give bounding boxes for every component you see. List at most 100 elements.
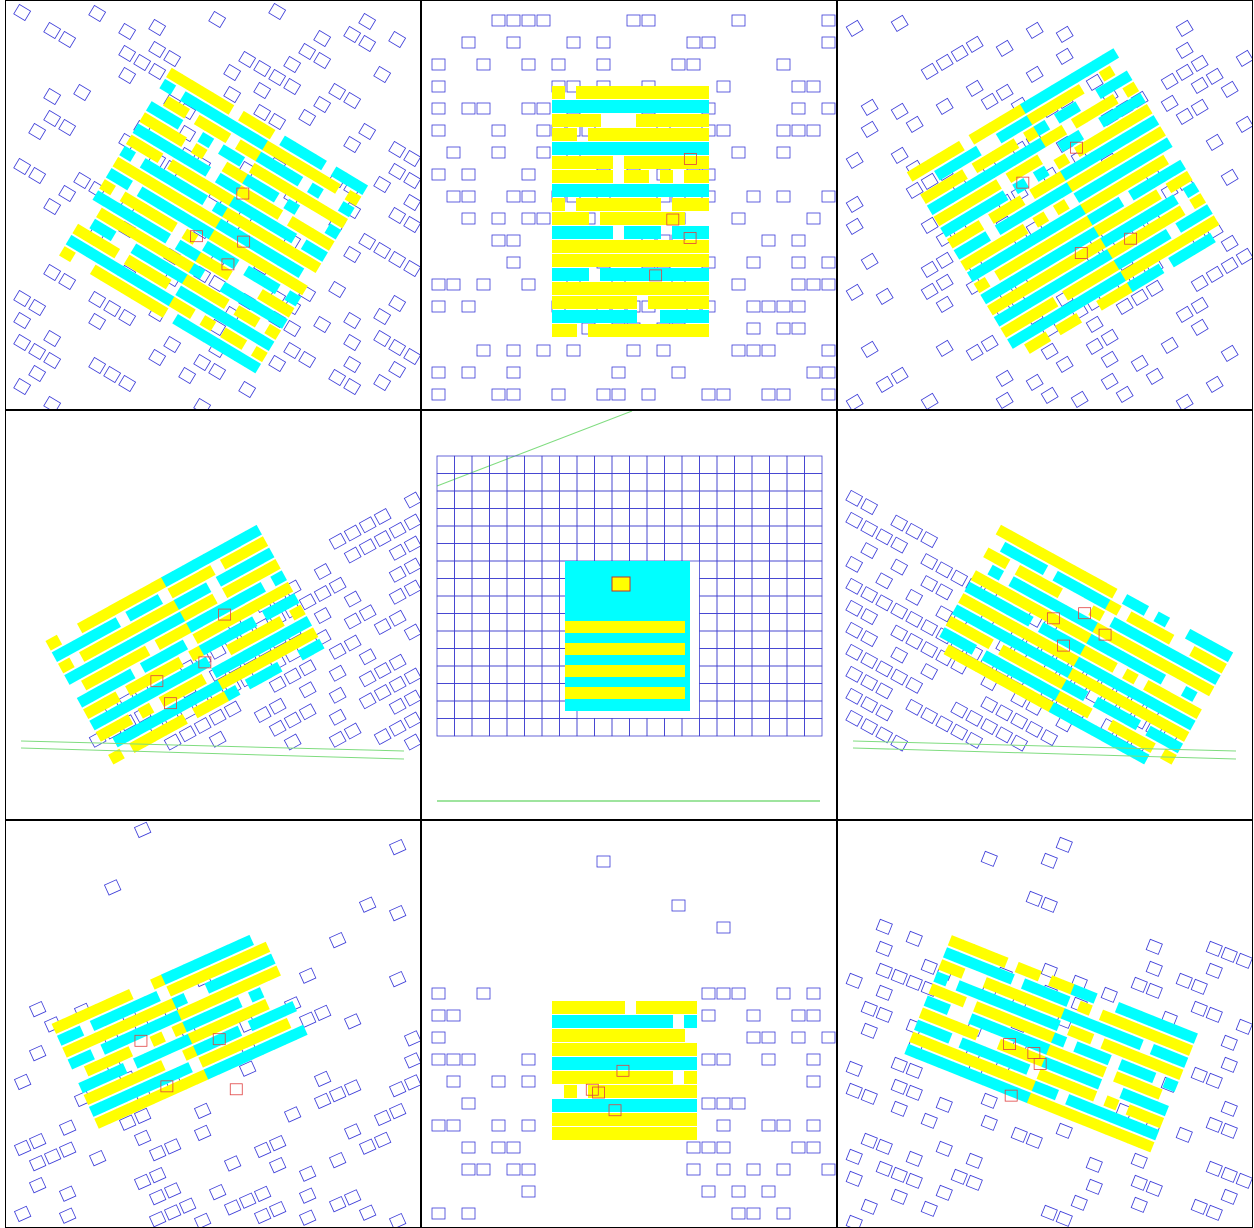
cell-box <box>735 596 753 614</box>
cell-box <box>1206 376 1223 392</box>
band-cell <box>600 1001 613 1014</box>
cell-box <box>787 544 805 562</box>
band-cell <box>576 184 589 197</box>
band-cell <box>696 240 709 253</box>
band-cell <box>648 114 661 127</box>
cell-box <box>595 456 613 474</box>
cell-box <box>700 614 718 632</box>
band-cell <box>564 282 577 295</box>
cell-box <box>209 731 226 747</box>
cell-box <box>44 1149 60 1164</box>
cell-box <box>996 392 1013 408</box>
cell-box <box>787 491 805 509</box>
cell-box <box>735 526 753 544</box>
cell-box <box>747 301 760 312</box>
band-cell <box>600 1029 613 1042</box>
cell-box <box>437 561 455 579</box>
band-cell <box>600 324 613 337</box>
cell-box <box>921 664 938 680</box>
cell-box <box>642 389 655 400</box>
cell-box <box>1176 64 1193 80</box>
band-cell <box>576 1029 589 1042</box>
cell-box <box>891 669 908 685</box>
cell-box <box>1161 73 1178 89</box>
cell-box <box>597 389 610 400</box>
cell-box <box>522 1120 535 1131</box>
band-cell <box>612 1029 625 1042</box>
cell-box <box>770 649 788 667</box>
cell-box <box>507 345 520 356</box>
cell-box <box>164 1183 180 1198</box>
cell-box <box>906 523 923 539</box>
band-cell <box>624 128 637 141</box>
cell-box <box>735 474 753 492</box>
cell-box <box>269 355 286 371</box>
cell-box <box>770 456 788 474</box>
band-cell <box>672 142 685 155</box>
band-cell <box>624 240 637 253</box>
band-cell <box>696 296 709 309</box>
cell-box <box>1206 1117 1222 1132</box>
cell-box <box>770 631 788 649</box>
cell-box <box>822 1164 835 1175</box>
band-cell <box>648 324 661 337</box>
cell-box <box>404 624 420 640</box>
cell-box <box>792 279 805 290</box>
cell-box <box>846 1215 862 1227</box>
band-cell <box>684 268 697 281</box>
cell-box <box>1146 280 1163 296</box>
cell-box <box>462 1054 475 1065</box>
cell-box <box>1026 721 1043 737</box>
cell-box <box>1116 298 1133 314</box>
band-cell <box>624 86 637 99</box>
cell-box <box>1056 1211 1072 1226</box>
cell-box <box>525 684 543 702</box>
cell-box <box>492 389 505 400</box>
cell-box <box>861 543 878 559</box>
band-cell <box>576 114 589 127</box>
cell-box <box>194 1103 210 1118</box>
band-cell <box>648 240 661 253</box>
cell-box <box>314 1093 330 1108</box>
cell-box <box>344 1014 360 1029</box>
cell-box <box>269 676 286 692</box>
cell-box <box>747 1010 760 1021</box>
band-cell <box>588 1071 601 1084</box>
band-cell <box>624 1057 637 1070</box>
cell-box <box>846 1083 862 1098</box>
cell-box <box>700 544 718 562</box>
cell-box <box>472 684 490 702</box>
band-cell <box>636 128 649 141</box>
cell-box <box>595 509 613 527</box>
cell-box <box>522 191 535 202</box>
band-cell <box>660 1029 673 1042</box>
cell-box <box>344 356 361 372</box>
band-cell <box>672 296 685 309</box>
cell-box <box>404 1031 420 1046</box>
cell-box <box>1131 355 1148 371</box>
cell-box <box>254 1186 270 1201</box>
cell-box <box>747 191 760 202</box>
cell-box <box>861 1001 877 1016</box>
cell-box <box>1191 979 1207 994</box>
band-cell <box>660 86 673 99</box>
cell-box <box>437 491 455 509</box>
cell-box <box>1101 351 1118 367</box>
cell-box <box>472 561 490 579</box>
band-cell <box>684 1071 697 1084</box>
cell-box <box>432 103 445 114</box>
cell-box <box>1191 297 1208 313</box>
cell-box <box>462 37 475 48</box>
cell-box <box>490 491 508 509</box>
cell-box <box>344 591 361 607</box>
cell-box <box>717 922 730 933</box>
panel-canvas <box>838 821 1252 1227</box>
cell-box <box>404 558 420 574</box>
band-cell <box>684 254 697 267</box>
band-cell <box>552 198 565 211</box>
cell-box <box>374 619 391 635</box>
cell-box <box>284 320 301 336</box>
cell-box <box>59 1142 75 1157</box>
cell-box <box>770 526 788 544</box>
cell-box <box>522 1186 535 1197</box>
